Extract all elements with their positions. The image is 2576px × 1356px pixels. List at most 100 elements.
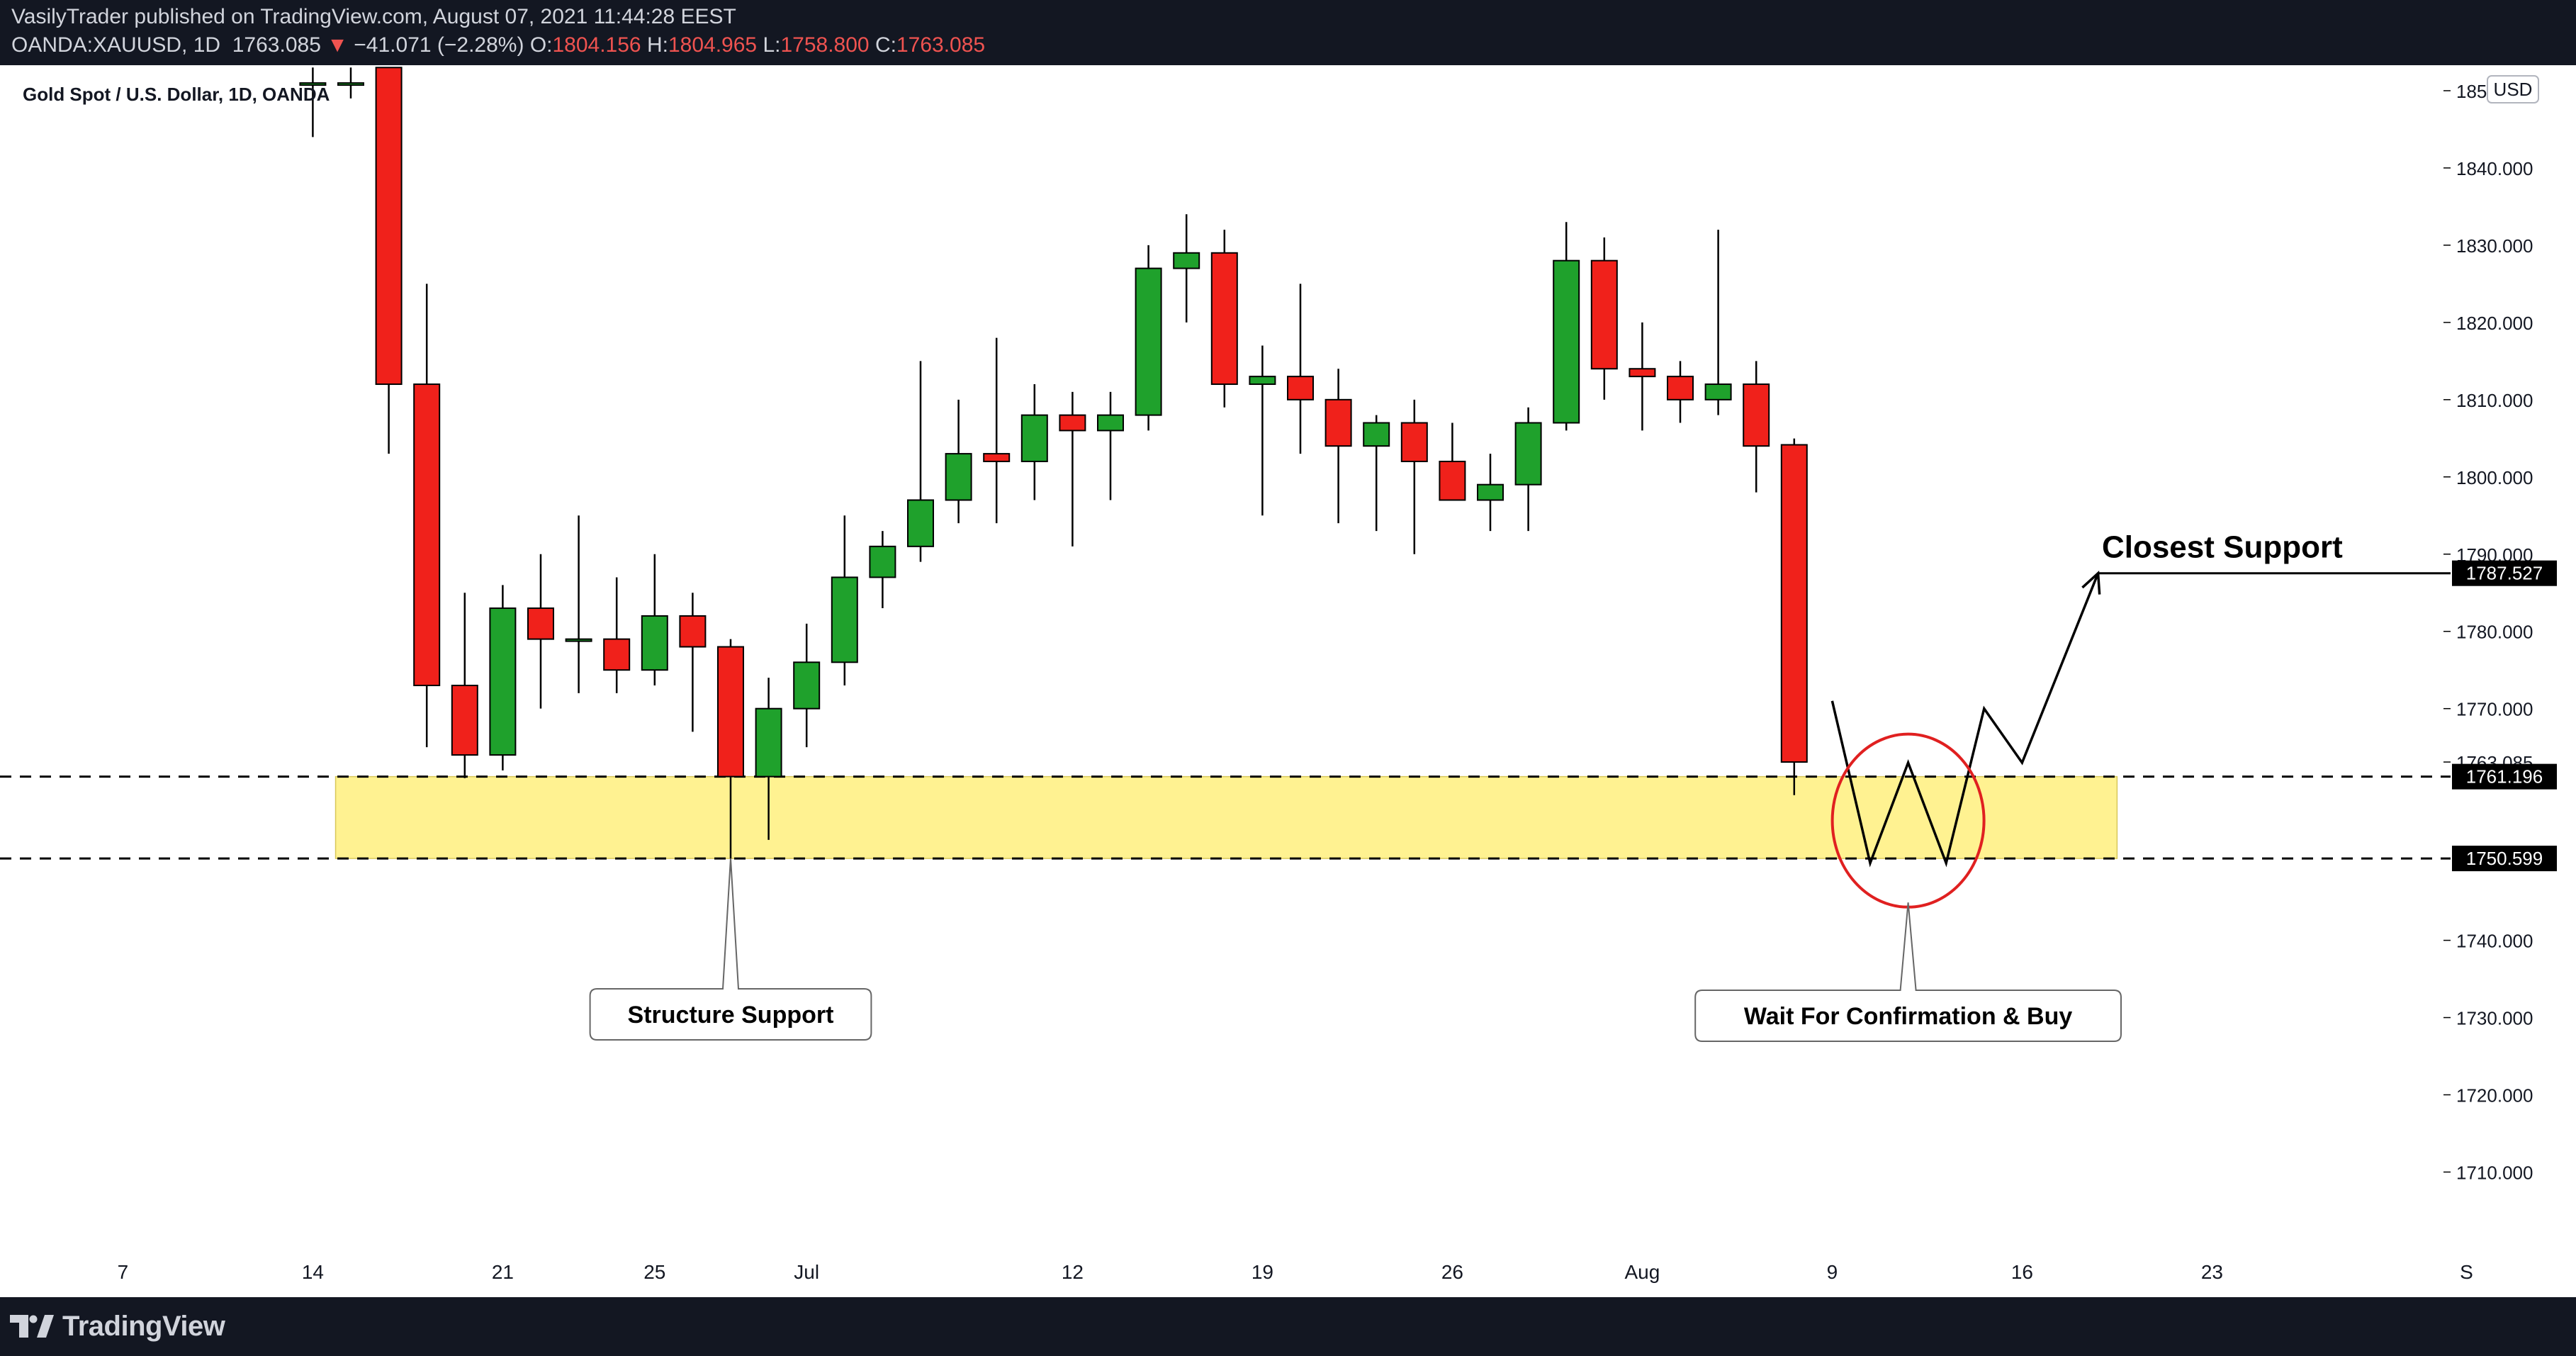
candle-body — [603, 638, 631, 671]
candle[interactable] — [1780, 438, 1808, 795]
candle-body — [1020, 414, 1048, 462]
support-zone[interactable] — [334, 775, 2118, 859]
candle-body — [1210, 252, 1238, 386]
candle-body — [1743, 383, 1770, 447]
candle[interactable] — [831, 515, 858, 685]
candle[interactable] — [1590, 237, 1618, 400]
x-tick-label: 26 — [1441, 1261, 1463, 1283]
candle[interactable] — [1667, 361, 1694, 423]
publish-line: VasilyTrader published on TradingView.co… — [11, 3, 736, 31]
candle[interactable] — [679, 593, 707, 732]
currency-badge[interactable] — [2487, 75, 2539, 103]
y-tick-label: 1800.000 — [2456, 467, 2533, 488]
change-value: −41.071 (−2.28%) — [354, 33, 524, 57]
candle-body — [1400, 422, 1428, 462]
price-chart[interactable]: Closest Support Structure Support Wait For… — [0, 65, 2576, 1297]
candle[interactable] — [869, 531, 896, 609]
candle-body — [755, 707, 782, 778]
x-tick-label: 23 — [2201, 1261, 2223, 1283]
candle-body — [1249, 376, 1276, 386]
candle[interactable] — [641, 554, 668, 685]
candle-body — [1097, 414, 1124, 432]
open-value: 1804.156 — [552, 33, 641, 57]
candle-body — [1667, 376, 1694, 400]
tradingview-logo-icon — [10, 1315, 54, 1338]
candle[interactable] — [755, 678, 782, 840]
candle[interactable] — [1629, 322, 1656, 431]
candle[interactable] — [1477, 454, 1504, 532]
candle[interactable] — [1439, 422, 1466, 501]
candle[interactable] — [565, 515, 592, 693]
candle[interactable] — [375, 67, 403, 454]
candle[interactable] — [983, 337, 1011, 524]
candle[interactable] — [717, 639, 744, 859]
callout-box — [1694, 902, 2122, 1042]
x-tick-label: 9 — [1827, 1261, 1838, 1283]
candle-body — [1135, 267, 1162, 416]
price-label-box — [2452, 560, 2557, 586]
candle[interactable] — [1287, 284, 1314, 454]
candle[interactable] — [489, 585, 517, 771]
currency-label: USD — [2494, 79, 2533, 100]
candle[interactable] — [413, 284, 441, 748]
candle-body — [1287, 376, 1314, 400]
candle-body — [337, 82, 364, 86]
candle[interactable] — [1249, 345, 1276, 516]
projection-path[interactable] — [1830, 573, 2100, 868]
y-tick-label: 1830.000 — [2456, 235, 2533, 257]
candle[interactable] — [945, 399, 972, 524]
x-tick-label: 16 — [2011, 1261, 2033, 1283]
x-tick-label: 14 — [302, 1261, 324, 1283]
high-label: H: — [646, 33, 668, 57]
candle-body — [983, 453, 1011, 462]
candle[interactable] — [1400, 399, 1428, 554]
candle-body — [1780, 444, 1808, 763]
candle-body — [907, 499, 934, 547]
y-tick-label: 1770.000 — [2456, 699, 2533, 720]
candle-body — [1363, 422, 1390, 447]
symbol-label[interactable]: OANDA:XAUUSD, 1D — [11, 33, 221, 57]
candle[interactable] — [1097, 391, 1124, 500]
candle[interactable] — [603, 577, 631, 693]
candle[interactable] — [1553, 222, 1580, 431]
candle[interactable] — [337, 67, 364, 99]
candle-body — [375, 67, 403, 386]
candle[interactable] — [1210, 230, 1238, 408]
y-tick-label: 1720.000 — [2456, 1085, 2533, 1106]
publisher-name[interactable]: VasilyTrader — [11, 5, 129, 28]
candle[interactable] — [299, 67, 327, 138]
candle[interactable] — [1363, 415, 1390, 532]
candle[interactable] — [1704, 230, 1732, 415]
candle[interactable] — [451, 593, 478, 778]
candle[interactable] — [1743, 361, 1770, 493]
structure-support-callout[interactable]: Structure Support — [589, 858, 872, 1041]
candle-body — [793, 661, 821, 710]
wait-confirmation-callout[interactable]: Wait For Confirmation & Buy — [1694, 902, 2122, 1042]
y-tick-label: 1820.000 — [2456, 313, 2533, 334]
price-label-box — [2452, 763, 2557, 790]
candle[interactable] — [1514, 407, 1542, 532]
x-tick-label: Aug — [1624, 1261, 1660, 1283]
candle[interactable] — [1173, 214, 1200, 323]
candle[interactable] — [1135, 245, 1162, 431]
footer-bar: TradingView — [0, 1297, 2576, 1356]
tradingview-wordmark: TradingView — [62, 1310, 225, 1342]
chart-area[interactable]: Closest Support Structure Support Wait For… — [0, 65, 2576, 1297]
candle[interactable] — [793, 623, 821, 748]
candle-body — [451, 684, 478, 756]
price-label-text: 1787.527 — [2466, 563, 2543, 584]
candle[interactable] — [1059, 391, 1086, 547]
candle[interactable] — [1020, 384, 1048, 500]
tradingview-brand[interactable]: TradingView — [10, 1309, 225, 1344]
header-bar: VasilyTrader published on TradingView.co… — [0, 0, 2576, 65]
candle[interactable] — [1324, 369, 1352, 524]
candle-body — [1629, 368, 1656, 378]
down-arrow-icon: ▼ — [327, 33, 348, 57]
candle-body — [527, 607, 554, 640]
callout-text: Wait For Confirmation & Buy — [1744, 1003, 2072, 1030]
candle[interactable] — [907, 361, 934, 562]
callout-box — [589, 858, 872, 1041]
publish-text: published on TradingView.com, August 07,… — [134, 5, 736, 28]
candle[interactable] — [527, 554, 554, 709]
price-label-text: 1761.196 — [2466, 766, 2543, 788]
